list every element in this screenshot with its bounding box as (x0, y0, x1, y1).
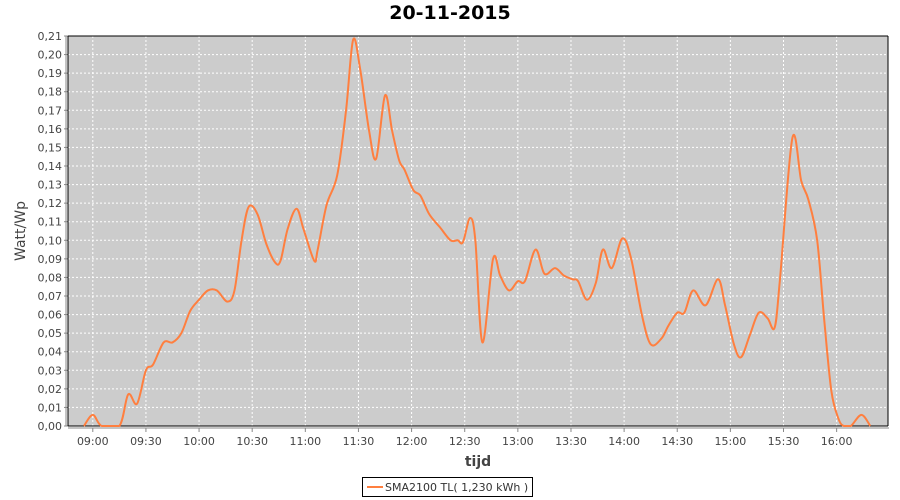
y-tick-label: 0,12 (38, 197, 63, 210)
series-line-0 (83, 37, 872, 427)
legend-swatch (367, 486, 383, 488)
y-tick-label: 0,00 (38, 420, 63, 433)
y-tick-label: 0,13 (38, 179, 63, 192)
legend-label: SMA2100 TL( 1,230 kWh ) (385, 480, 529, 494)
y-tick-label: 0,14 (38, 160, 63, 173)
y-tick-label: 0,15 (38, 141, 63, 154)
x-tick-label: 12:30 (449, 435, 481, 448)
y-tick-label: 0,09 (38, 253, 63, 266)
x-tick-label: 14:30 (661, 435, 693, 448)
y-tick-label: 0,02 (38, 383, 63, 396)
chart-title: 20-11-2015 (389, 2, 511, 24)
y-tick-label: 0,21 (38, 30, 63, 43)
x-tick-label: 15:30 (768, 435, 800, 448)
y-tick-label: 0,06 (38, 309, 63, 322)
y-tick-label: 0,16 (38, 123, 63, 136)
y-tick-label: 0,03 (38, 364, 63, 377)
y-tick-label: 0,20 (38, 49, 63, 62)
plot-area (68, 36, 888, 426)
y-tick-label: 0,10 (38, 234, 63, 247)
x-tick-label: 10:00 (183, 435, 215, 448)
y-tick-label: 0,05 (38, 327, 63, 340)
x-tick-label: 13:00 (502, 435, 534, 448)
x-tick-label: 14:00 (608, 435, 640, 448)
x-tick-label: 13:30 (555, 435, 587, 448)
x-tick-label: 09:00 (77, 435, 109, 448)
y-tick-label: 0,08 (38, 271, 63, 284)
x-tick-label: 12:00 (396, 435, 428, 448)
x-tick-label: 16:00 (821, 435, 853, 448)
y-tick-label: 0,01 (38, 401, 63, 414)
y-tick-label: 0,18 (38, 86, 63, 99)
x-tick-label: 10:30 (236, 435, 268, 448)
x-axis-label: tijd (465, 454, 491, 470)
x-tick-label: 15:00 (715, 435, 747, 448)
x-tick-label: 09:30 (130, 435, 162, 448)
x-tick-label: 11:00 (289, 435, 321, 448)
y-tick-label: 0,07 (38, 290, 63, 303)
y-tick-label: 0,04 (38, 346, 63, 359)
y-tick-label: 0,19 (38, 67, 63, 80)
y-tick-label: 0,17 (38, 104, 63, 117)
x-tick-label: 11:30 (343, 435, 375, 448)
y-axis-label: Watt/Wp (13, 201, 29, 261)
y-tick-label: 0,11 (38, 216, 63, 229)
legend: SMA2100 TL( 1,230 kWh ) (362, 477, 534, 497)
